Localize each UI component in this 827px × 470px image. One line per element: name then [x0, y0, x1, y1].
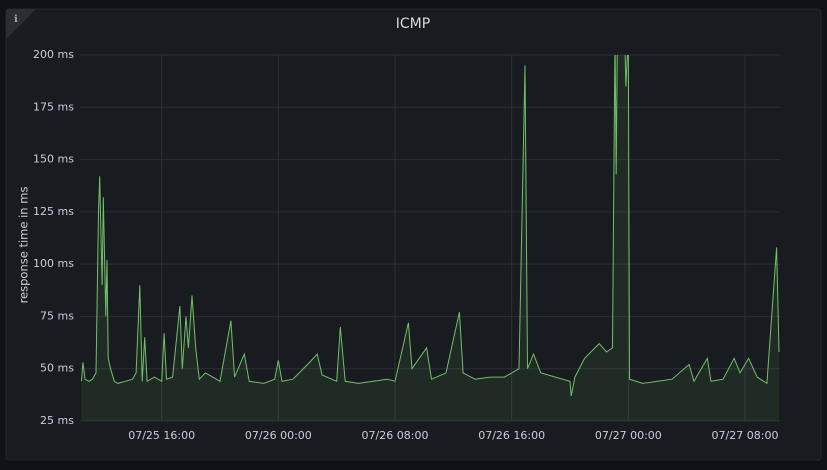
y-tick-label: 125 ms	[33, 205, 74, 218]
x-tick-label: 07/26 16:00	[478, 429, 545, 442]
y-tick-label: 150 ms	[33, 153, 74, 166]
y-tick-label: 50 ms	[40, 362, 74, 375]
info-icon[interactable]: ℹ	[14, 14, 18, 25]
x-tick-label: 07/25 16:00	[128, 429, 195, 442]
y-axis-label: response time in ms	[17, 187, 31, 304]
x-tick-label: 07/27 00:00	[595, 429, 662, 442]
y-tick-label: 175 ms	[33, 100, 74, 113]
x-tick-label: 07/27 08:00	[712, 429, 779, 442]
area-fill	[81, 55, 779, 421]
chart-title: ICMP	[396, 16, 430, 32]
y-tick-label: 100 ms	[33, 257, 74, 270]
y-tick-label: 25 ms	[40, 414, 74, 427]
series-line	[81, 55, 780, 396]
y-tick-label: 75 ms	[40, 309, 74, 322]
panel	[5, 8, 822, 461]
info-corner[interactable]	[6, 9, 36, 39]
x-tick-label: 07/26 00:00	[245, 429, 312, 442]
series-group	[81, 55, 780, 421]
y-tick-label: 200 ms	[33, 48, 74, 61]
x-tick-label: 07/26 08:00	[362, 429, 429, 442]
